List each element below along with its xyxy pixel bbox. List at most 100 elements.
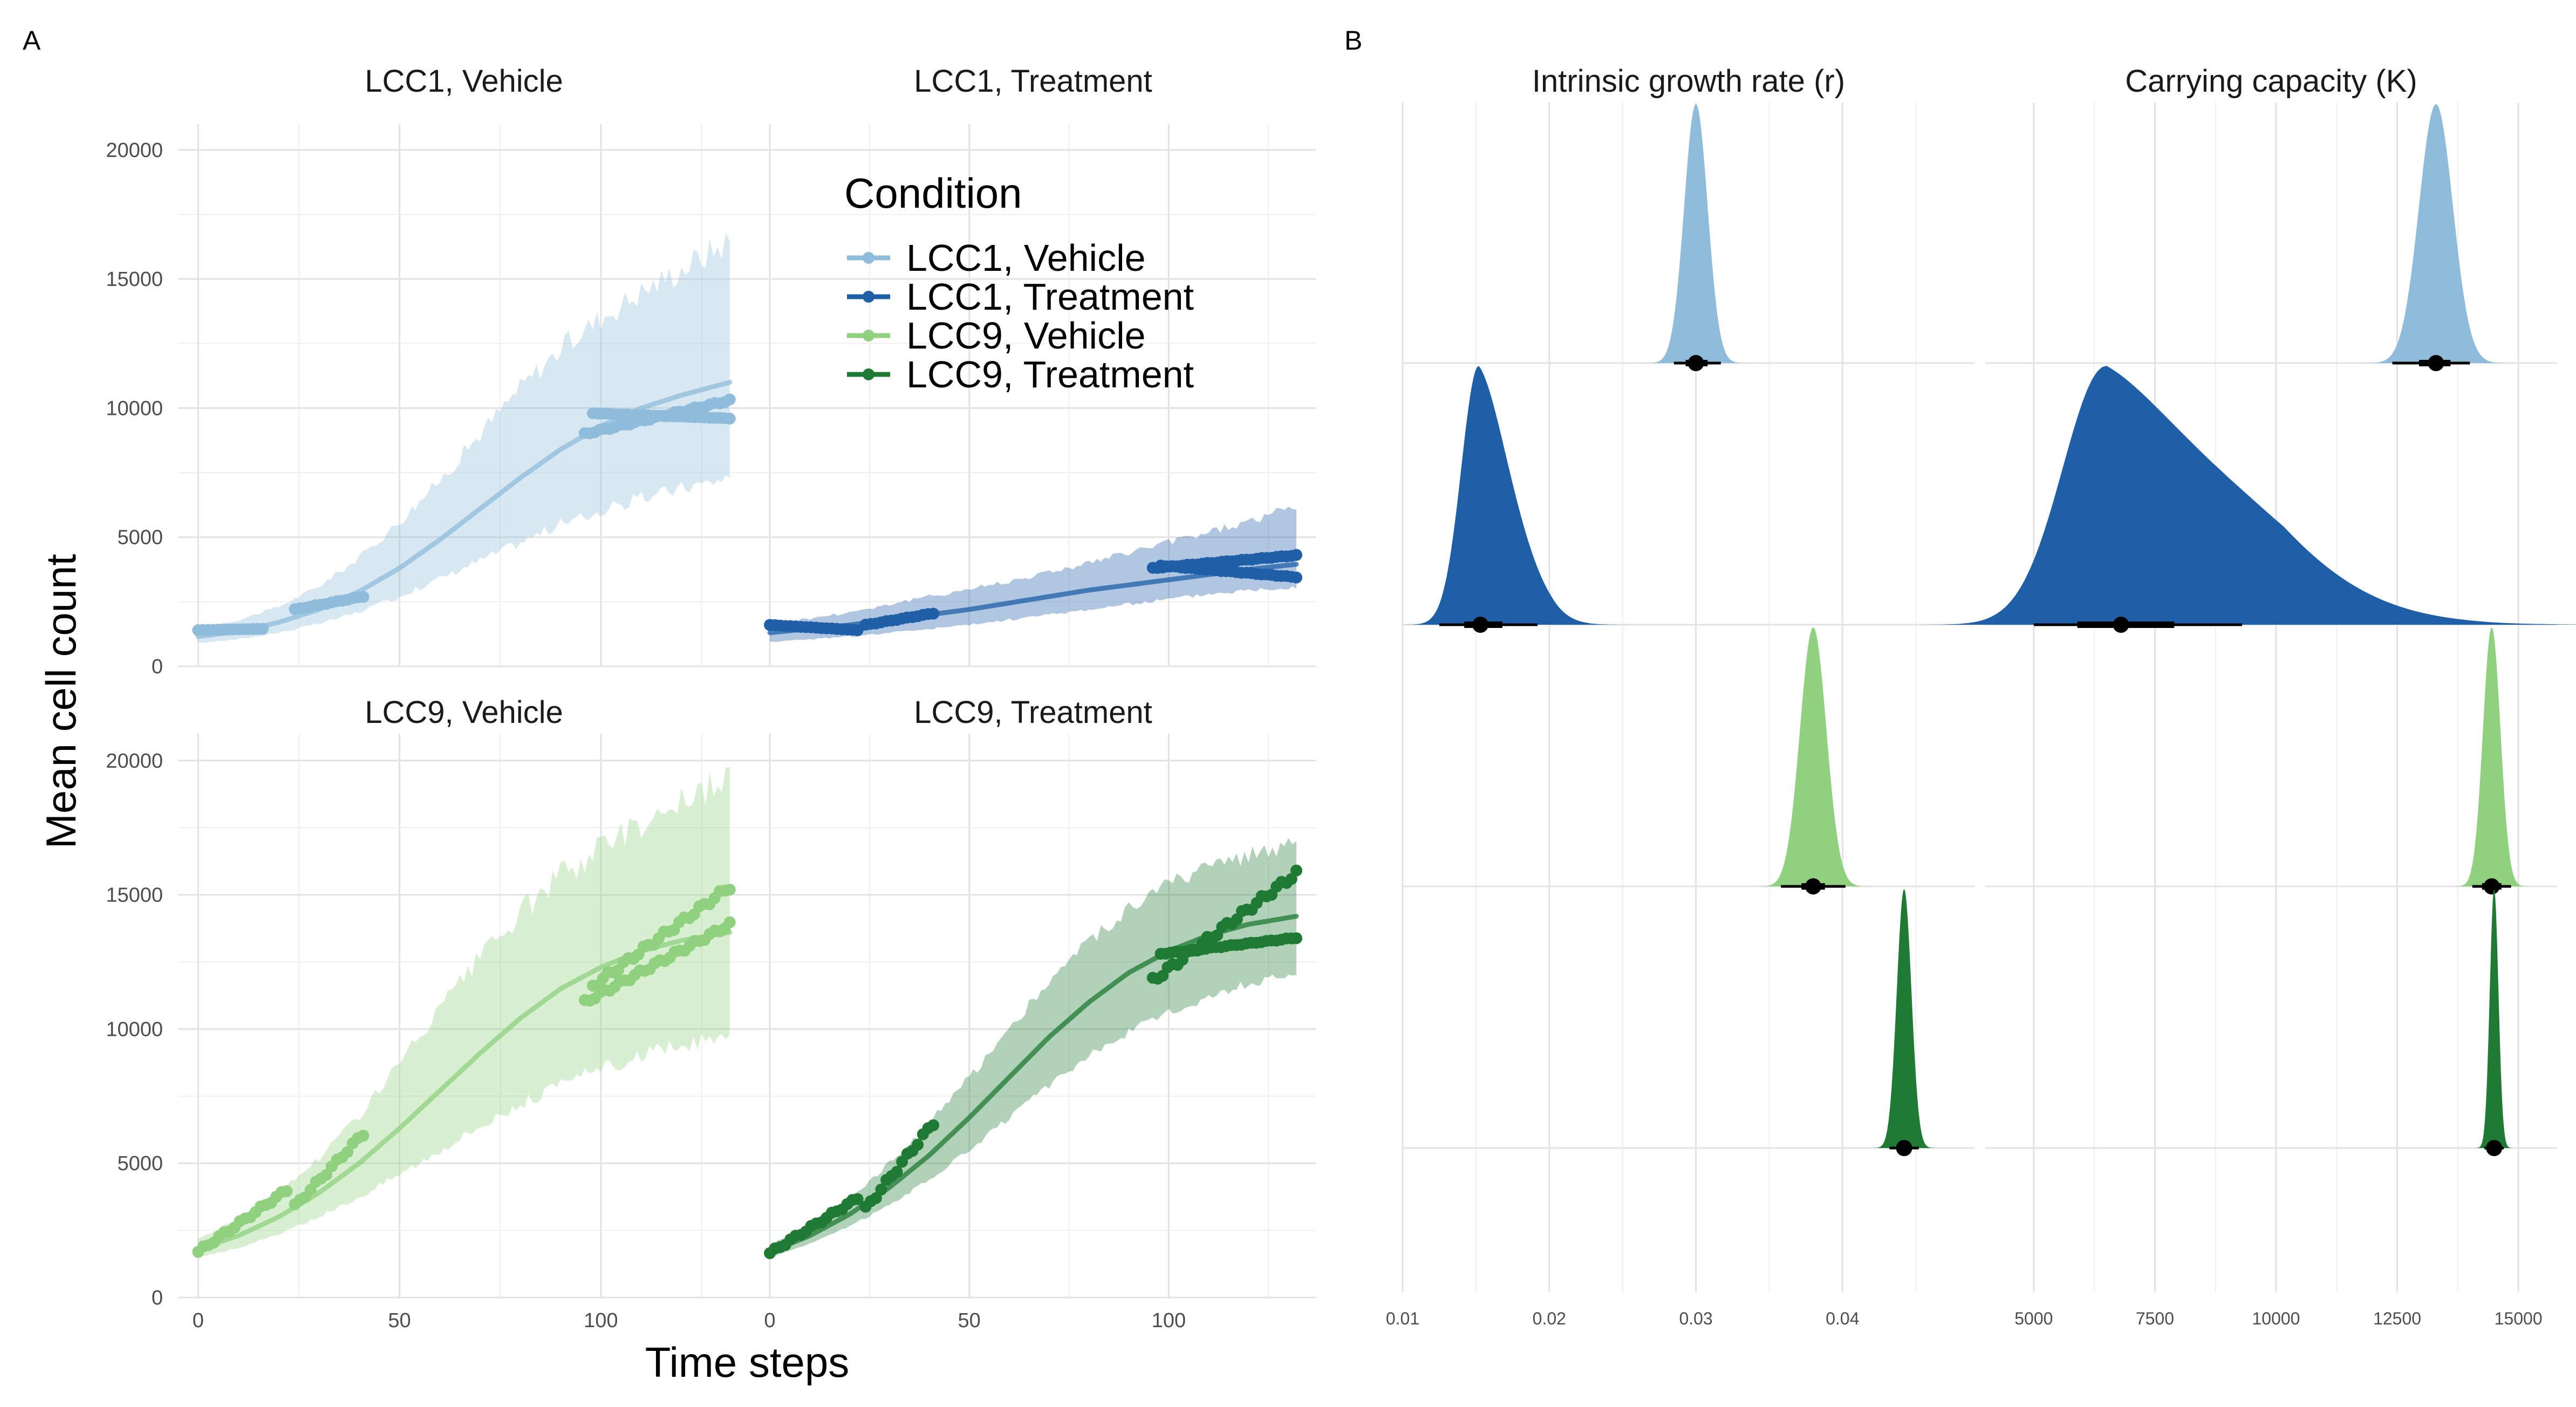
y-tick-label: 10000 xyxy=(106,397,163,420)
legend-title: Condition xyxy=(844,169,1022,217)
fit-line-lcc1-vehicle xyxy=(195,380,733,639)
median-point xyxy=(2428,355,2444,371)
observed-points-lcc1-treatment xyxy=(764,619,864,637)
observed-points-lcc1-vehicle xyxy=(586,407,736,425)
facet-title-carrying-capacity-k: Carrying capacity (K) xyxy=(2125,64,2417,99)
observed-points-lcc9-vehicle xyxy=(578,916,736,1007)
y-tick-label: 0 xyxy=(152,1287,163,1309)
facet-lcc9-treatment: LCC9, Treatment 0 50 100 xyxy=(750,695,1316,1332)
y-tick-label: 20000 xyxy=(106,750,163,773)
data-point xyxy=(1290,549,1302,561)
legend-entry-lcc1-vehicle: LCC1, Vehicle xyxy=(847,237,1146,279)
observed-points-lcc9-treatment xyxy=(764,1193,864,1259)
x-tick-label: 0.02 xyxy=(1533,1309,1566,1328)
data-point xyxy=(870,1192,882,1204)
data-point xyxy=(875,1183,887,1196)
median-point xyxy=(1472,617,1489,633)
median-point xyxy=(2486,1140,2503,1156)
data-point xyxy=(281,1185,293,1197)
density-area xyxy=(1863,889,1945,1148)
x-tick-label: 100 xyxy=(1152,1309,1186,1332)
legend-label: LCC1, Treatment xyxy=(906,276,1194,318)
x-tick-label: 50 xyxy=(958,1309,981,1332)
median-point xyxy=(2483,878,2500,894)
y-tick-label: 15000 xyxy=(106,268,163,291)
density-K-lcc9-vehicle xyxy=(2443,627,2540,894)
data-point xyxy=(723,916,736,928)
density-area xyxy=(1382,366,1634,625)
observed-points-lcc1-treatment xyxy=(1154,559,1302,584)
x-tick-label: 100 xyxy=(584,1309,618,1332)
density-area xyxy=(2470,889,2518,1148)
x-tick-label: 0.04 xyxy=(1826,1309,1859,1328)
x-tick-label: 0 xyxy=(193,1309,204,1332)
facet-title-intrinsic-growth-rate-r: Intrinsic growth rate (r) xyxy=(1532,64,1845,99)
observed-points-lcc9-vehicle xyxy=(192,1185,293,1258)
data-point xyxy=(357,1130,370,1142)
ci-band-lcc1-vehicle xyxy=(198,233,730,643)
facet-intrinsic-growth-rate-r: Intrinsic growth rate (r) 0.01 0.02 0.03 0.0… xyxy=(1382,64,1974,1328)
density-r-lcc1-treatment xyxy=(1382,366,1634,633)
facet-carrying-capacity-k: Carrying capacity (K) 5000 7500 10000 12500 1… xyxy=(1866,64,2576,1328)
density-K-lcc1-treatment xyxy=(1866,366,2576,633)
data-point xyxy=(912,1138,924,1151)
y-axis-title: Mean cell count xyxy=(37,554,85,849)
facet-lcc1-treatment: LCC1, Treatment xyxy=(750,64,1316,667)
y-tick-label: 20000 xyxy=(106,139,163,162)
ci-band-lcc9-treatment xyxy=(770,838,1296,1258)
median-point xyxy=(1805,878,1822,894)
data-point xyxy=(341,1146,354,1158)
ci-band-lcc9-vehicle xyxy=(198,767,730,1257)
facet-title-lcc1-treatment: LCC1, Treatment xyxy=(914,64,1152,99)
density-area xyxy=(1866,366,2576,625)
facet-title-lcc9-treatment: LCC9, Treatment xyxy=(914,695,1152,730)
x-tick-label: 50 xyxy=(388,1309,411,1332)
x-tick-label: 15000 xyxy=(2495,1309,2543,1328)
x-tick-label: 5000 xyxy=(2014,1309,2053,1328)
observed-points-lcc9-vehicle xyxy=(586,884,736,992)
density-r-lcc9-treatment xyxy=(1863,889,1945,1156)
observed-points-lcc9-vehicle xyxy=(289,1130,370,1211)
density-area xyxy=(2443,627,2540,886)
observed-points-lcc1-treatment xyxy=(859,607,940,631)
legend-label: LCC1, Vehicle xyxy=(906,237,1146,279)
observed-points-lcc1-vehicle xyxy=(192,623,269,636)
facet-lcc1-vehicle: LCC1, Vehicle 0 5000 10000 15000 20000 xyxy=(106,64,750,678)
facet-title-lcc1-vehicle: LCC1, Vehicle xyxy=(365,64,563,99)
observed-points-lcc9-treatment xyxy=(1146,864,1302,985)
x-tick-label: 0.03 xyxy=(1679,1309,1712,1328)
panel-b-label: B xyxy=(1344,25,1362,56)
y-tick-label: 5000 xyxy=(117,527,163,549)
x-axis-title: Time steps xyxy=(645,1338,850,1386)
data-point xyxy=(357,591,370,603)
density-r-lcc9-vehicle xyxy=(1740,627,1886,894)
data-point xyxy=(723,393,736,406)
observed-points-lcc1-vehicle xyxy=(289,591,370,616)
y-tick-label: 0 xyxy=(152,655,163,678)
median-point xyxy=(1896,1140,1912,1156)
data-point xyxy=(256,623,269,635)
median-point xyxy=(2113,617,2129,633)
facet-title-lcc9-vehicle: LCC9, Vehicle xyxy=(365,695,563,730)
legend-key-point xyxy=(863,252,874,264)
ci-band-lcc1-treatment xyxy=(770,507,1296,643)
legend-entry-lcc1-treatment: LCC1, Treatment xyxy=(847,276,1194,318)
x-tick-label: 0 xyxy=(764,1309,775,1332)
legend-entry-lcc9-treatment: LCC9, Treatment xyxy=(847,353,1194,395)
legend-label: LCC9, Treatment xyxy=(906,353,1194,395)
observed-points-lcc9-treatment xyxy=(1154,932,1302,960)
density-area xyxy=(1740,627,1886,886)
data-point xyxy=(723,884,736,896)
x-tick-label: 10000 xyxy=(2252,1309,2300,1328)
data-point xyxy=(927,607,940,620)
density-area xyxy=(2342,104,2530,363)
panel-a-label: A xyxy=(23,25,41,56)
density-area xyxy=(1631,104,1761,363)
data-point xyxy=(1290,571,1302,584)
density-r-lcc1-vehicle xyxy=(1631,104,1761,371)
x-tick-label: 12500 xyxy=(2373,1309,2421,1328)
y-tick-label: 15000 xyxy=(106,884,163,907)
data-point xyxy=(723,412,736,425)
